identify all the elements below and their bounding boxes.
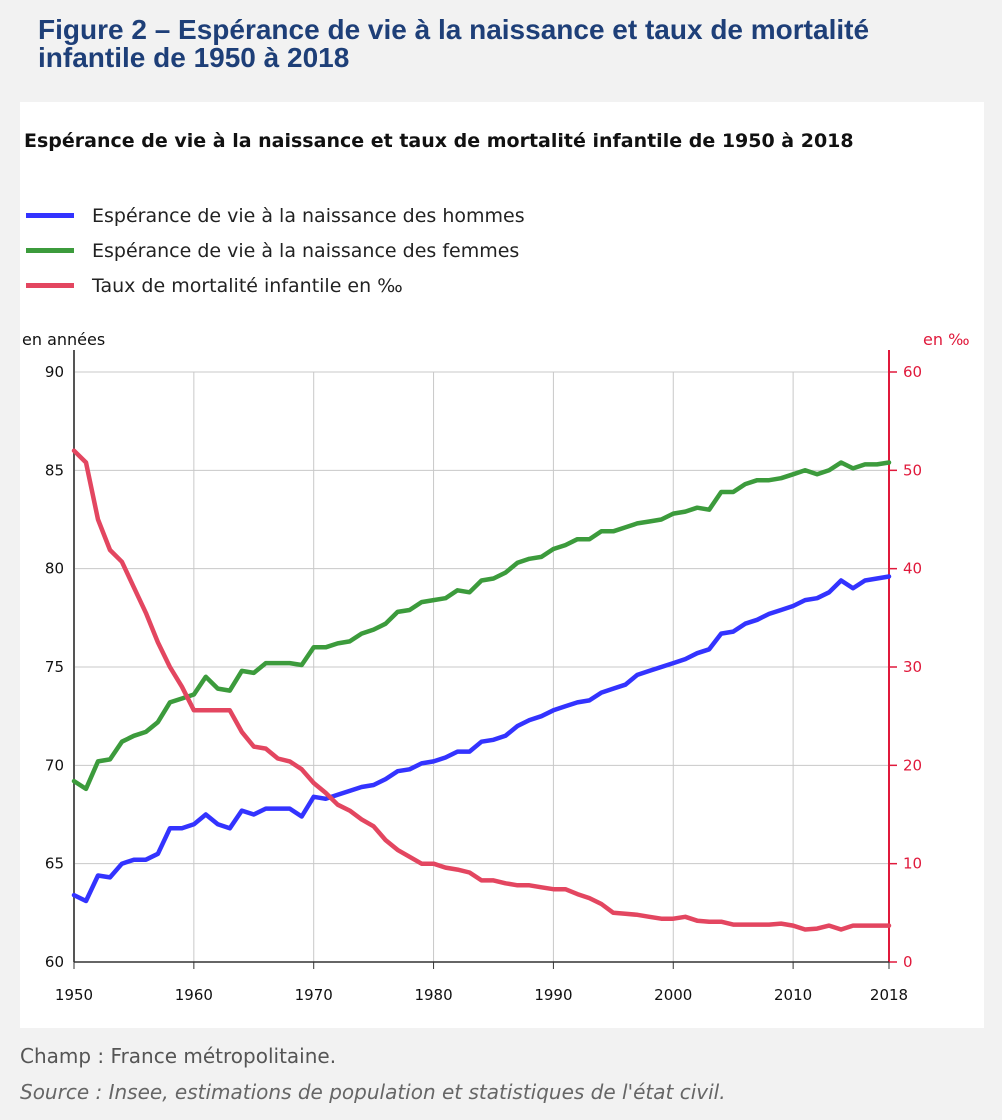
legend-swatch-men [26, 213, 74, 218]
chart-plot-area: 60 65 70 75 80 85 90 0 10 20 30 40 50 60 1950 1960 1970 1… [45, 350, 922, 1004]
left-axis-unit: en années [22, 330, 106, 349]
x-tick-label: 2018 [870, 986, 908, 1004]
legend-swatch-women [26, 248, 74, 253]
x-tick-label: 1960 [175, 986, 213, 1004]
y-left-tick-label: 75 [45, 658, 64, 676]
x-tick-label: 1970 [295, 986, 333, 1004]
legend-label-men: Espérance de vie à la naissance des homm… [92, 204, 525, 227]
y-right-tick-label: 50 [903, 461, 922, 479]
series-line-men [71, 574, 892, 904]
series-line-women [71, 460, 892, 792]
y-left-tick-label: 80 [45, 560, 64, 578]
y-left-tick-label: 70 [45, 756, 64, 774]
y-right-tick-label: 0 [903, 953, 913, 971]
legend-item-mortality: Taux de mortalité infantile en ‰ [26, 268, 525, 303]
scope-note: Champ : France métropolitaine. [20, 1044, 337, 1068]
legend-item-women: Espérance de vie à la naissance des femm… [26, 233, 525, 268]
legend-label-women: Espérance de vie à la naissance des femm… [92, 239, 520, 262]
chart-legend: Espérance de vie à la naissance des homm… [26, 198, 525, 303]
y-left-tick-label: 60 [45, 953, 64, 971]
legend-item-men: Espérance de vie à la naissance des homm… [26, 198, 525, 233]
y-left-tick-label: 90 [45, 363, 64, 381]
source-note: Source : Insee, estimations de populatio… [20, 1080, 726, 1104]
chart-panel: Espérance de vie à la naissance et taux … [20, 102, 984, 1028]
y-right-tick-label: 30 [903, 658, 922, 676]
right-axis-unit: en ‰ [923, 330, 970, 349]
y-right-tick-label: 60 [903, 363, 922, 381]
y-left-tick-label: 85 [45, 461, 64, 479]
y-right-tick-label: 20 [903, 756, 922, 774]
y-right-tick-label: 40 [903, 560, 922, 578]
x-tick-label: 2010 [774, 986, 812, 1004]
chart-title: Espérance de vie à la naissance et taux … [24, 130, 854, 152]
x-tick-label: 2000 [654, 986, 692, 1004]
y-right-tick-label: 10 [903, 855, 922, 873]
x-tick-label: 1980 [414, 986, 452, 1004]
x-tick-label: 1950 [55, 986, 93, 1004]
x-tick-label: 1990 [534, 986, 572, 1004]
figure-title: Figure 2 – Espérance de vie à la naissan… [38, 14, 870, 73]
legend-label-mortality: Taux de mortalité infantile en ‰ [92, 274, 403, 297]
legend-swatch-mortality [26, 283, 74, 288]
series-line-mortality [71, 448, 892, 932]
y-left-tick-label: 65 [45, 855, 64, 873]
